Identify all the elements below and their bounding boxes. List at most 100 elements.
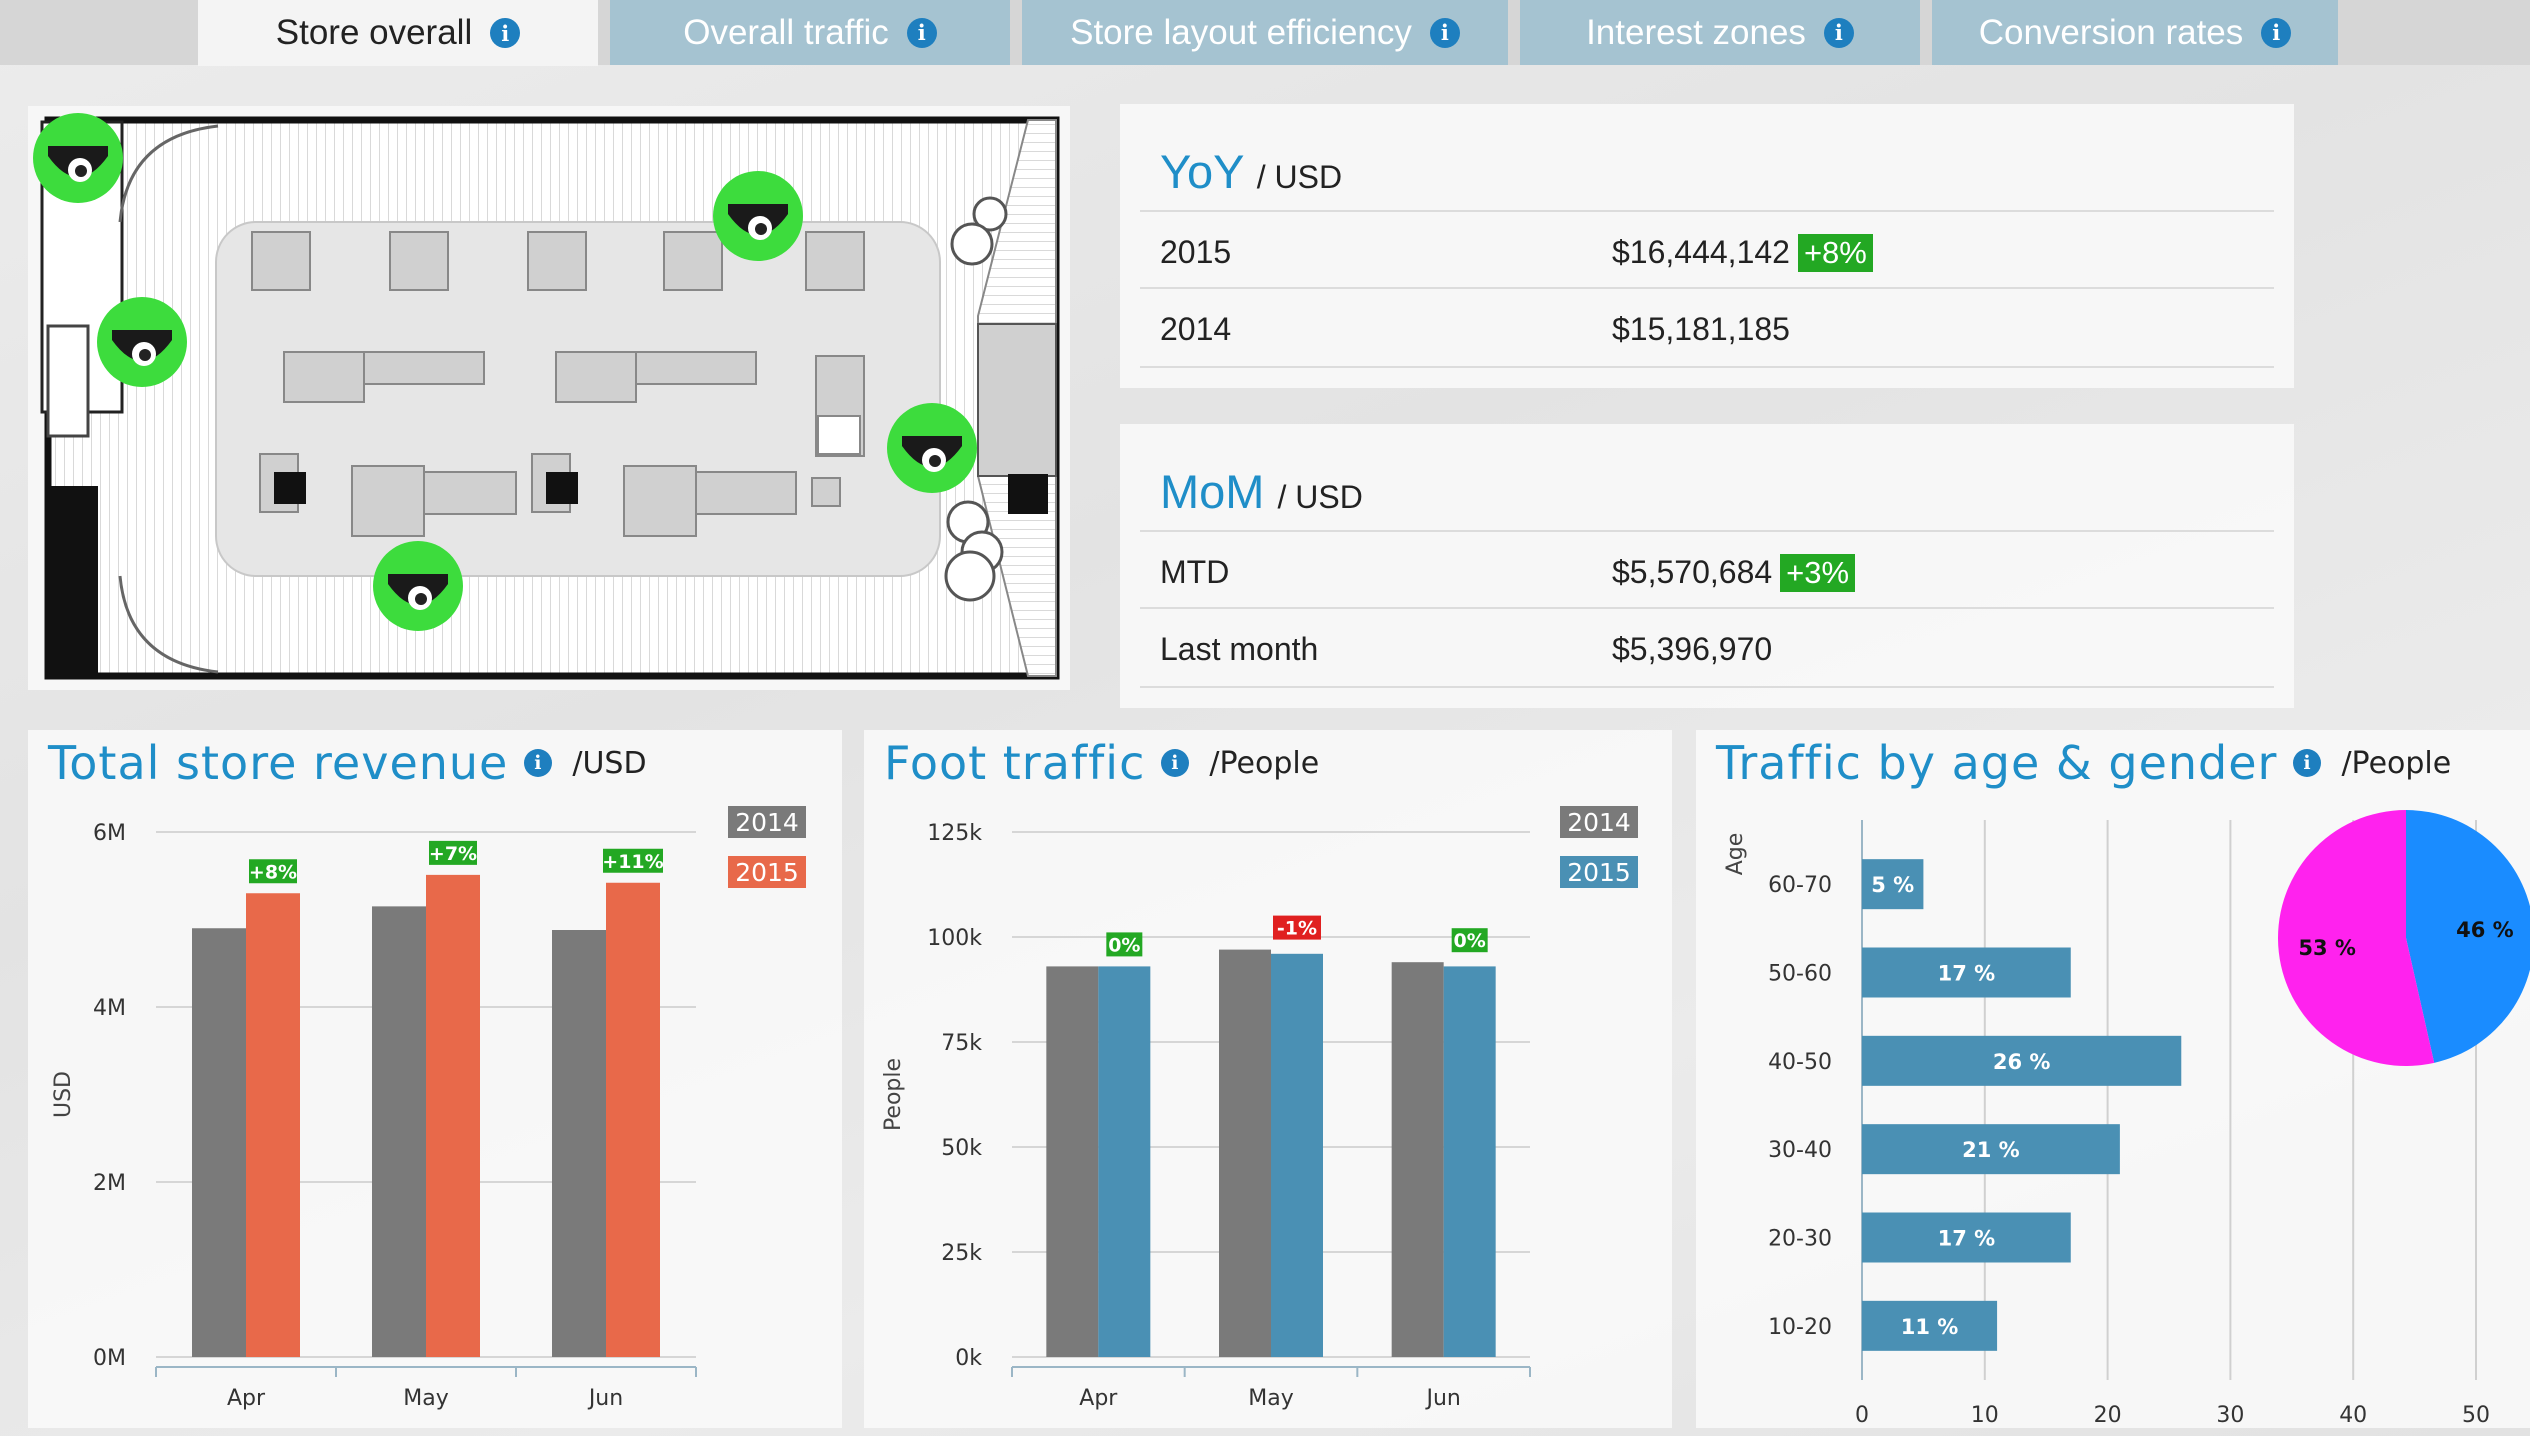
chart-title-text: Foot traffic: [884, 736, 1146, 790]
mom-unit: / USD: [1277, 479, 1363, 515]
x-tick-label: Apr: [227, 1386, 266, 1411]
y-axis-label: People: [881, 1058, 906, 1131]
change-label-bg: [1273, 915, 1321, 940]
x-tick-label: 20: [2094, 1403, 2122, 1428]
tab-bar: Store overall i Overall traffic i Store …: [0, 0, 2530, 66]
bar: [1862, 859, 1924, 910]
tab-overall-traffic[interactable]: Overall traffic i: [610, 0, 1010, 65]
bar: [1862, 1124, 2120, 1175]
change-label: 0%: [1454, 930, 1486, 952]
x-tick-label: Jun: [587, 1386, 623, 1411]
yoy-unit: / USD: [1256, 159, 1343, 195]
change-label: +7%: [429, 843, 477, 865]
y-tick-label: 125k: [927, 821, 982, 846]
row-value: $5,570,684 +3%: [1612, 554, 1856, 592]
tab-label: Conversion rates: [1978, 12, 2244, 52]
yoy-row: 2015 $16,444,142 +8%: [1140, 210, 2274, 289]
value-text: $5,570,684: [1612, 554, 1773, 590]
revenue-chart-title: Total store revenue i /USD: [48, 736, 647, 790]
x-tick-label: 10: [1971, 1403, 1999, 1428]
bar: [1862, 1212, 2071, 1263]
pie-slice-label: 46 %: [2456, 918, 2514, 942]
tab-conversion-rates[interactable]: Conversion rates i: [1932, 0, 2338, 65]
bar: [372, 906, 426, 1357]
bar: [1271, 953, 1323, 1357]
y-tick-label: 30-40: [1768, 1138, 1832, 1163]
change-label-bg: [1106, 932, 1143, 957]
row-value: $15,181,185: [1612, 311, 1790, 347]
chart-unit: /People: [1209, 745, 1320, 781]
y-tick-label: 0k: [955, 1346, 982, 1371]
row-value: $16,444,142 +8%: [1612, 234, 1873, 272]
y-axis-label: USD: [51, 1071, 76, 1118]
change-label: +8%: [249, 861, 297, 883]
info-icon[interactable]: i: [1823, 17, 1854, 48]
info-icon[interactable]: i: [524, 749, 553, 777]
age-gender-chart-panel: Traffic by age & gender i /People Age 0 10…: [1696, 730, 2530, 1428]
info-icon[interactable]: i: [2293, 749, 2322, 777]
bar: [606, 882, 660, 1357]
bar: [1862, 1300, 1998, 1351]
y-tick-label: 10-20: [1768, 1315, 1832, 1340]
yoy-row: 2014 $15,181,185: [1140, 287, 2274, 368]
yoy-title: YoY: [1160, 145, 1244, 198]
info-icon[interactable]: i: [1161, 749, 1190, 777]
y-tick-label: 0M: [93, 1346, 126, 1371]
bar-value-label: 26 %: [1993, 1050, 2051, 1074]
security-camera-icon[interactable]: [713, 171, 803, 261]
row-value: $5,396,970: [1612, 631, 1773, 667]
x-tick-label: 0: [1855, 1403, 1869, 1428]
tab-store-overall[interactable]: Store overall i: [198, 0, 598, 66]
store-floorplan: [33, 113, 1060, 680]
pie-slice: [2406, 810, 2530, 1063]
security-camera-icon[interactable]: [887, 403, 977, 493]
change-label-bg: [249, 859, 297, 884]
y-tick-label: 75k: [941, 1031, 982, 1056]
bar: [1862, 1035, 2182, 1086]
security-camera-icon[interactable]: [33, 113, 123, 203]
info-icon[interactable]: i: [1429, 17, 1460, 48]
row-label: 2015: [1160, 234, 1232, 270]
change-badge: +3%: [1780, 554, 1856, 592]
y-tick-label: 50k: [941, 1136, 982, 1161]
bar-value-label: 5 %: [1871, 873, 1914, 897]
security-camera-icon[interactable]: [97, 297, 187, 387]
foot-traffic-chart-title: Foot traffic i /People: [884, 736, 1319, 790]
y-tick-label: 60-70: [1768, 873, 1832, 898]
x-tick-label: May: [1248, 1386, 1293, 1411]
security-camera-icon[interactable]: [373, 541, 463, 631]
legend-label: 2014: [1567, 808, 1631, 837]
info-icon[interactable]: i: [2261, 17, 2292, 48]
tab-label: Interest zones: [1586, 12, 1806, 52]
row-label: MTD: [1160, 554, 1230, 590]
tab-label: Store overall: [275, 13, 473, 52]
revenue-chart: USD 0M 2M 4M 6M Apr +8% May +7% Jun +11% 2014 2015: [51, 806, 806, 1411]
row-label: Last month: [1160, 631, 1319, 667]
tab-label: Overall traffic: [683, 12, 889, 52]
foot-traffic-chart-panel: Foot traffic i /People People 0k 25k 50k 75k…: [864, 730, 1672, 1428]
legend-swatch: [728, 806, 806, 838]
info-icon[interactable]: i: [906, 17, 937, 48]
bar: [552, 930, 606, 1357]
age-gender-chart-title: Traffic by age & gender i /People: [1716, 736, 2451, 790]
change-label-bg: [429, 840, 477, 865]
info-icon[interactable]: i: [490, 18, 521, 48]
bar-value-label: 17 %: [1938, 962, 1996, 986]
x-tick-label: Jun: [1424, 1386, 1460, 1411]
change-label-bg: [1451, 928, 1488, 953]
change-label: 0%: [1108, 934, 1140, 956]
tab-store-layout-efficiency[interactable]: Store layout efficiency i: [1022, 0, 1508, 65]
mom-panel: MoM / USD MTD $5,570,684 +3% Last month $…: [1120, 424, 2294, 708]
bar: [1046, 966, 1099, 1357]
y-tick-label: 50-60: [1768, 962, 1832, 987]
legend-label: 2014: [735, 808, 799, 837]
change-label: -1%: [1277, 918, 1317, 940]
tab-interest-zones[interactable]: Interest zones i: [1520, 0, 1920, 65]
bar: [246, 893, 300, 1357]
chart-title-text: Total store revenue: [48, 736, 509, 790]
x-tick-label: 50: [2462, 1403, 2490, 1428]
value-text: $16,444,142: [1612, 234, 1790, 270]
change-label-bg: [603, 848, 663, 873]
foot-traffic-chart: People 0k 25k 50k 75k 100k 125k Apr 0% May -1% Jun 0…: [881, 806, 1638, 1411]
tab-label: Store layout efficiency: [1070, 12, 1412, 52]
